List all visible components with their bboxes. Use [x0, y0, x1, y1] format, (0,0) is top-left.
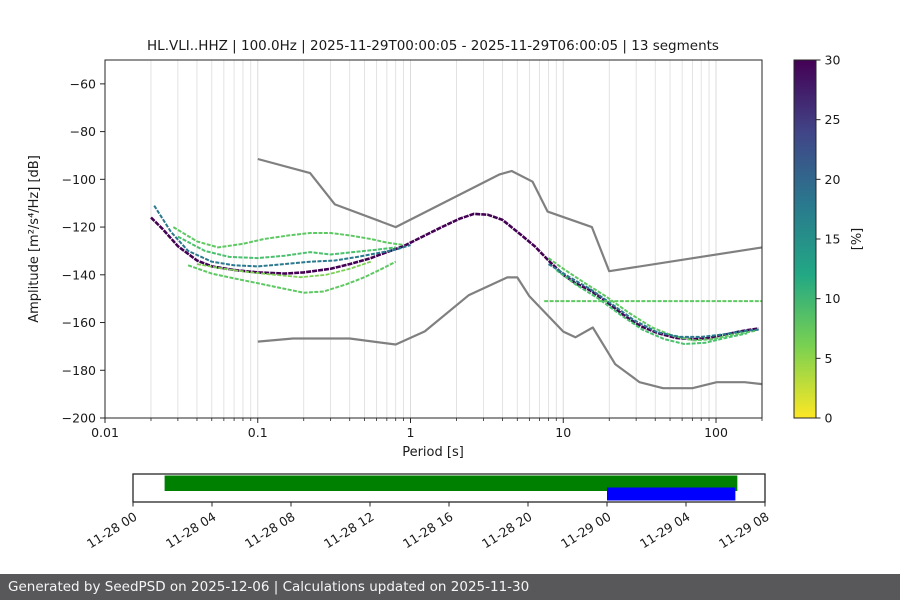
timeline: 11-28 00 11-28 04 11-28 08 11-28 12 11-28 16… — [84, 473, 772, 552]
svg-text:10: 10 — [825, 291, 841, 306]
svg-text:11-29 00: 11-29 00 — [558, 509, 614, 552]
svg-text:11-28 04: 11-28 04 — [163, 509, 219, 552]
svg-text:0: 0 — [825, 411, 833, 426]
svg-text:10: 10 — [555, 425, 571, 440]
svg-text:−80: −80 — [70, 124, 96, 139]
svg-text:0.1: 0.1 — [248, 425, 268, 440]
svg-text:11-29 08: 11-29 08 — [716, 509, 772, 552]
svg-text:11-28 08: 11-28 08 — [242, 509, 298, 552]
svg-text:−200: −200 — [62, 411, 96, 426]
svg-text:−60: −60 — [70, 76, 96, 91]
gridlines — [104, 60, 763, 418]
psd-series-lines — [150, 205, 762, 345]
svg-text:−180: −180 — [62, 363, 96, 378]
svg-text:−160: −160 — [62, 315, 96, 330]
svg-text:−140: −140 — [62, 267, 96, 282]
colorbar: 0 5 10 15 20 25 30 — [793, 53, 841, 426]
svg-text:15: 15 — [825, 232, 841, 247]
psd-chart: 0.01 0.1 1 10 100−60−80−100−120−140−160−180−… — [27, 38, 865, 552]
noise-model-lines — [257, 157, 763, 390]
svg-text:20: 20 — [825, 172, 841, 187]
svg-text:11-28 20: 11-28 20 — [479, 509, 535, 552]
svg-text:11-28 00: 11-28 00 — [84, 509, 140, 552]
svg-text:11-28 12: 11-28 12 — [321, 509, 377, 552]
svg-text:11-29 04: 11-29 04 — [637, 509, 693, 552]
svg-text:0.01: 0.01 — [91, 425, 119, 440]
seedpsd-page: 0.01 0.1 1 10 100 −60 −80 −100 −120 −140 −160 −180−… — [0, 38, 900, 600]
axes: 0.01 0.1 1 10 100 −60 −80 −100 −120 −140 −160 −180 −… — [62, 59, 763, 440]
svg-text:25: 25 — [825, 112, 841, 127]
svg-text:11-28 16: 11-28 16 — [400, 509, 456, 552]
chart-title: HL.VLI..HHZ | 100.0Hz | 2025-11-29T00:00… — [147, 38, 719, 54]
svg-text:−120: −120 — [62, 220, 96, 235]
colorbar-label: [%] — [850, 228, 865, 251]
y-axis-label: Amplitude [m²/s⁴/Hz] [dB] — [27, 155, 42, 323]
footer-bar: Generated by SeedPSD on 2025-12-06 | Cal… — [0, 574, 900, 600]
svg-text:30: 30 — [825, 53, 841, 68]
svg-text:1: 1 — [407, 425, 415, 440]
svg-text:−100: −100 — [62, 172, 96, 187]
svg-text:5: 5 — [825, 351, 833, 366]
x-axis-label: Period [s] — [402, 445, 464, 460]
svg-text:100: 100 — [704, 425, 728, 440]
footer-text: Generated by SeedPSD on 2025-12-06 | Cal… — [8, 579, 530, 595]
